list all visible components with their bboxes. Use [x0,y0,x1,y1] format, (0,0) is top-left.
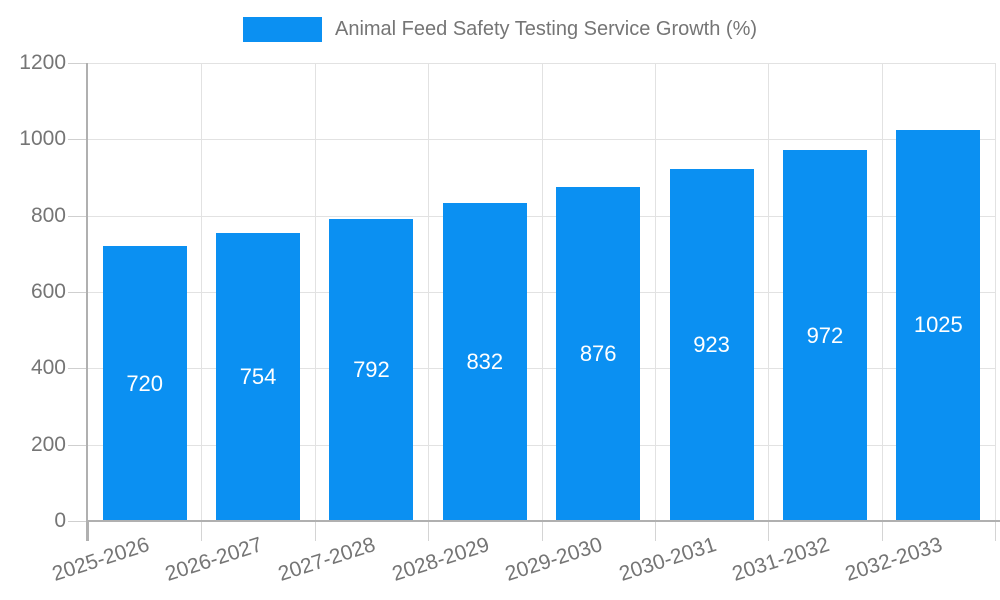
y-tick [68,521,88,522]
bar[interactable]: 876 [556,186,641,521]
legend[interactable]: Animal Feed Safety Testing Service Growt… [0,17,1000,42]
y-tick [68,215,88,217]
plot-area: 720 2025-2026 754 2026-2027 792 2027-2028 832 2… [49,63,1000,586]
y-tick [68,368,88,370]
bar-value-label: 792 [353,356,390,382]
y-tick [68,292,88,293]
x-tick [995,521,996,541]
bar-value-label: 876 [579,340,617,366]
bar[interactable]: 972 [782,150,867,521]
bar-value-label: 720 [126,370,164,396]
x-grid-line [654,63,656,521]
bar-value-label: 972 [806,322,844,348]
x-grid-line [314,63,316,521]
bar-value-label: 1025 [913,312,963,338]
x-grid-line [428,63,430,521]
y-tick-label: 1000 [19,127,66,151]
x-tick [541,521,543,541]
y-tick-label: 800 [30,203,66,227]
x-grid-line [768,63,770,521]
bar[interactable]: 720 [102,246,187,521]
bar-value-label: 754 [239,364,277,390]
y-tick [68,63,88,64]
x-tick [314,521,316,541]
x-grid-line [995,63,996,521]
x-tick [428,521,430,541]
bar-value-label: 923 [693,331,730,357]
y-tick-label: 400 [30,356,66,380]
bar[interactable]: 923 [669,168,754,521]
y-axis-line [86,63,88,541]
x-grid-line [881,63,883,521]
y-tick-label: 600 [30,280,66,303]
y-tick [68,444,88,446]
x-grid-line [201,63,203,521]
x-tick [201,521,203,541]
bar[interactable]: 832 [442,203,527,521]
y-tick [68,139,88,141]
y-tick-label: 200 [30,432,66,456]
x-tick [768,521,770,541]
x-grid-line [541,63,543,521]
x-tick [654,521,656,541]
legend-label: Animal Feed Safety Testing Service Growt… [334,18,758,40]
bar[interactable]: 754 [216,233,300,521]
bar[interactable]: 1025 [896,129,981,521]
x-tick [87,521,89,541]
x-tick [881,521,883,541]
bar[interactable]: 792 [329,218,414,521]
y-tick-label: 1200 [19,51,66,74]
legend-swatch [242,17,322,42]
bar-value-label: 832 [466,349,504,375]
y-tick-label: 0 [54,509,66,532]
x-axis-line [86,520,1000,522]
